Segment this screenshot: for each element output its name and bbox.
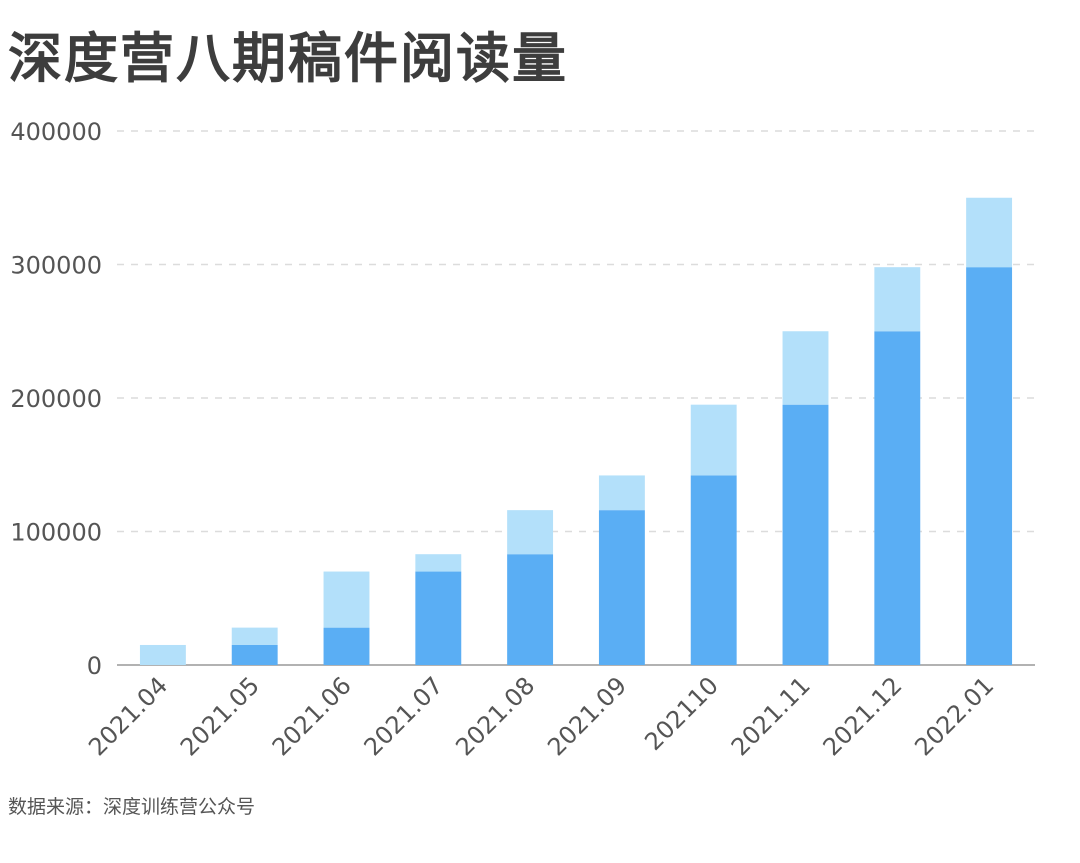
x-tick-label: 2021.06 xyxy=(267,671,357,761)
x-tick-label: 2021.07 xyxy=(359,671,449,761)
bar-2021.08-segment-1 xyxy=(507,554,554,665)
x-tick-label: 2021.09 xyxy=(542,671,632,761)
bar-202110-segment-2 xyxy=(690,404,737,476)
bar-2021.09-segment-1 xyxy=(598,510,645,665)
bar-2021.11-segment-2 xyxy=(782,331,829,405)
bar-2021.12-segment-1 xyxy=(874,331,921,665)
bar-2021.05-segment-1 xyxy=(231,644,278,665)
x-tick-label: 2021.11 xyxy=(726,671,816,761)
x-tick-label: 2021.04 xyxy=(83,671,173,761)
y-tick-label: 400000 xyxy=(10,118,102,146)
x-tick-label: 2021.12 xyxy=(818,671,908,761)
bar-2021.12-segment-2 xyxy=(874,267,921,332)
y-tick-label: 300000 xyxy=(10,252,102,280)
bar-2021.07-segment-1 xyxy=(415,571,462,665)
bar-202110-segment-1 xyxy=(690,475,737,665)
data-source-note: 数据来源：深度训练营公众号 xyxy=(8,796,256,818)
y-tick-label: 200000 xyxy=(10,385,102,413)
x-tick-label: 2022.01 xyxy=(909,671,999,761)
chart-title: 深度营八期稿件阅读量 xyxy=(8,27,568,90)
bar-2021.06-segment-1 xyxy=(323,627,370,665)
x-tick-label: 2021.08 xyxy=(450,671,540,761)
bar-2022.01-segment-1 xyxy=(966,267,1013,665)
y-tick-label: 0 xyxy=(87,652,102,680)
bar-2021.05-segment-2 xyxy=(231,627,278,645)
x-tick-label: 2021.05 xyxy=(175,671,265,761)
x-tick-label: 202110 xyxy=(639,671,724,756)
bar-2021.09-segment-2 xyxy=(598,475,645,511)
bar-2021.07-segment-2 xyxy=(415,554,462,572)
bar-2021.08-segment-2 xyxy=(507,510,554,555)
bar-2021.06-segment-2 xyxy=(323,571,370,628)
y-tick-label: 100000 xyxy=(10,519,102,547)
bar-2021.11-segment-1 xyxy=(782,404,829,665)
bar-2022.01-segment-2 xyxy=(966,197,1013,268)
bar-2021.04-segment-2 xyxy=(139,644,186,665)
